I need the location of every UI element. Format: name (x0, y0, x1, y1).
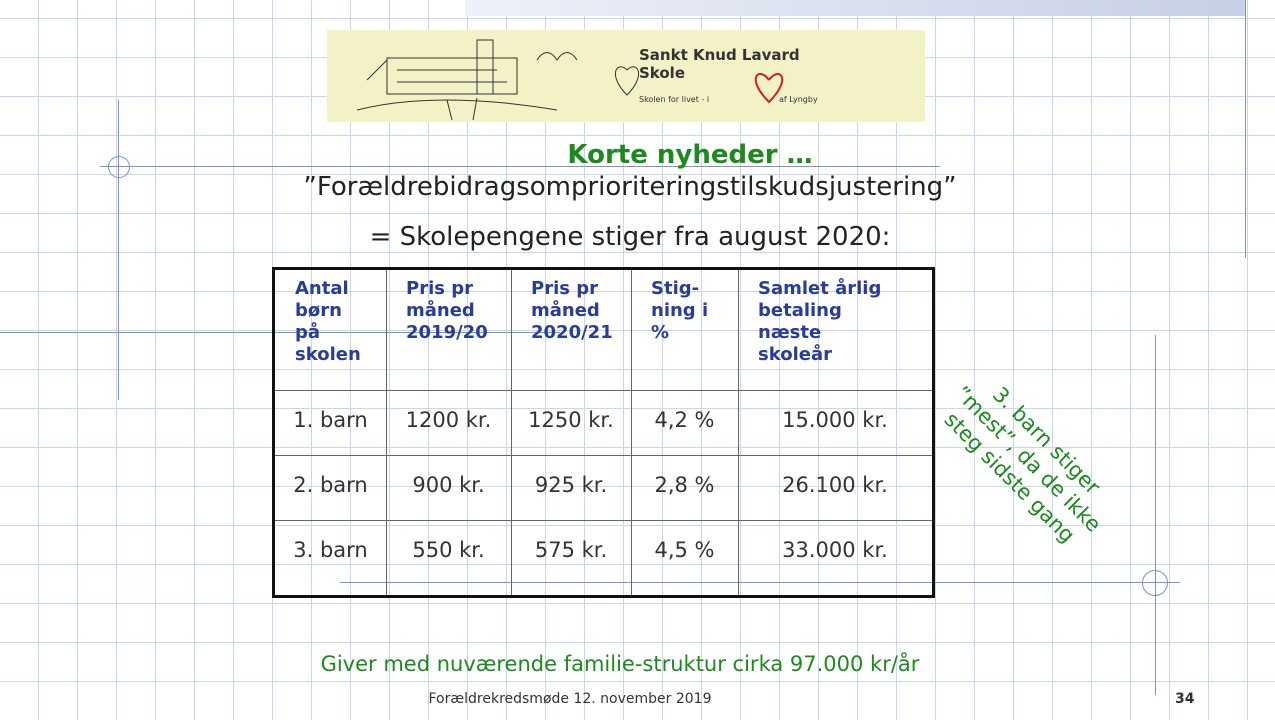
table-cell: 550 kr. (412, 538, 485, 562)
table-cell: 900 kr. (412, 473, 485, 497)
deco-line (340, 582, 1180, 583)
top-band (465, 0, 1245, 16)
row-line (275, 455, 932, 456)
table-cell: 26.100 kr. (782, 473, 888, 497)
table-cell: 15.000 kr. (782, 408, 888, 432)
logo: Sankt Knud Lavard Skole Skolen for livet… (327, 30, 925, 122)
header-line: på (295, 322, 321, 343)
logo-sketch: Sankt Knud Lavard Skole Skolen for livet… (356, 39, 818, 121)
table-cell: 1200 kr. (405, 408, 492, 432)
subtitle: ”Forældrebidragsomprioriteringstilskudsj… (303, 172, 957, 202)
table-cell: 4,5 % (654, 538, 715, 562)
header-cell: Pris pr måned 2019/20 (406, 278, 507, 344)
bottom-note: Giver med nuværende familie-struktur cir… (320, 652, 920, 676)
header-line: Stig- (651, 278, 700, 299)
row-line (275, 520, 932, 521)
column-line (631, 270, 632, 595)
table-cell: 2,8 % (654, 473, 715, 497)
header-line: 2019/20 (406, 322, 488, 343)
header-line: Antal (295, 278, 349, 299)
header-cell: Samlet årlig betaling næste skoleår (758, 278, 928, 366)
header-line: måned (531, 300, 600, 321)
logo-name: Sankt Knud Lavard (639, 46, 800, 64)
table-cell: 1250 kr. (528, 408, 614, 432)
column-line (386, 270, 387, 595)
header-line: ning i (651, 300, 709, 321)
price-table: Antal børn på skolen Pris pr måned 2019/20 Pris… (272, 267, 935, 598)
title: Korte nyheder … (567, 140, 813, 170)
header-cell: Pris pr måned 2020/21 (531, 278, 627, 344)
deco-line (0, 332, 560, 333)
column-line (511, 270, 512, 595)
deco-line (1155, 335, 1156, 695)
logo-name: Skole (639, 64, 685, 82)
table-cell: 2. barn (293, 473, 368, 497)
header-line: Samlet årlig (758, 278, 882, 299)
header-cell: Stig-ning i% (651, 278, 734, 344)
deco-line (118, 100, 119, 400)
header-line: skolen (295, 344, 361, 365)
table-cell: 3. barn (293, 538, 368, 562)
deco-circle (1142, 570, 1168, 596)
table-cell: 33.000 kr. (782, 538, 888, 562)
header-line: 2020/21 (531, 322, 613, 343)
column-line (738, 270, 739, 595)
footer: Forældrekredsmøde 12. november 2019 (428, 691, 712, 707)
header-line: næste (758, 322, 822, 343)
header-line: måned (406, 300, 475, 321)
logo-tagline: Skolen for livet - i (639, 95, 709, 104)
page-number: 34 (1175, 691, 1195, 707)
table-cell: 575 kr. (534, 538, 608, 562)
header-line: børn (295, 300, 342, 321)
header-line: skoleår (758, 344, 832, 365)
table-cell: 4,2 % (654, 408, 715, 432)
deco-line (100, 166, 940, 167)
header-line: Pris pr (406, 278, 473, 299)
deco-circle (108, 156, 130, 178)
header-cell: Antal børn på skolen (295, 278, 382, 366)
deco-line (1245, 0, 1246, 258)
table-cell: 1. barn (293, 408, 368, 432)
header-line: Pris pr (531, 278, 598, 299)
side-note: 3. barn stiger ”mest”, da de ikke steg s… (930, 361, 1127, 558)
subtitle: = Skolepengene stiger fra august 2020: (369, 222, 891, 252)
table-cell: 925 kr. (534, 473, 608, 497)
logo-tagline: af Lyngby (779, 95, 818, 104)
row-line (275, 390, 932, 391)
header-line: % (651, 322, 670, 343)
header-line: betaling (758, 300, 842, 321)
